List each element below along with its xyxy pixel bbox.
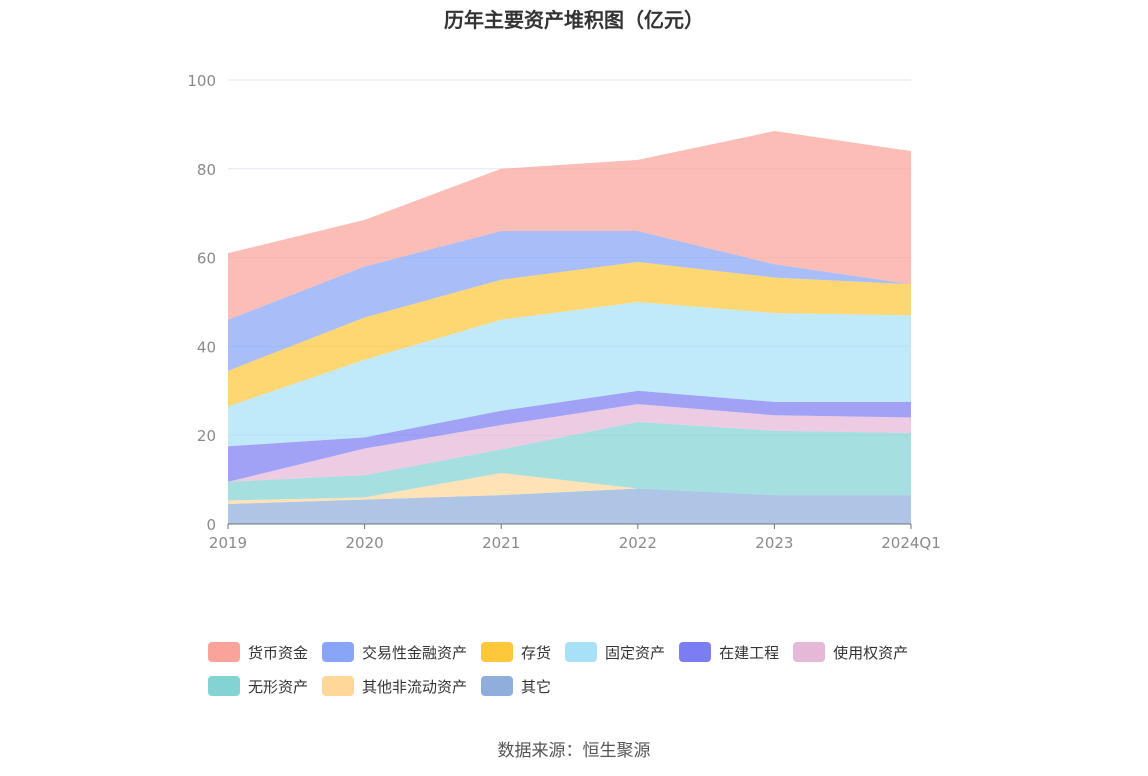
data-source-note: 数据来源：恒生聚源	[497, 741, 651, 761]
legend: 货币资金 交易性金融资产 存货 固定资产 在建工程 使用权资产无形资产 其他非流动资产 其它	[208, 640, 968, 698]
y-tick-label: 100	[187, 72, 216, 90]
stacked-area-chart: 0 20 40 60 80 100 2019 2020 2021 2022 2023 2024Q1	[187, 72, 940, 552]
axes: 0 20 40 60 80 100 2019 2020 2021 2022 2023 2024Q1	[187, 72, 940, 552]
legend-item[interactable]: 在建工程	[679, 640, 779, 664]
area-series-7	[228, 262, 911, 407]
area-series-2	[228, 472, 911, 505]
legend-swatch	[208, 642, 240, 662]
x-tick-label: 2019	[209, 534, 247, 552]
area-series-9	[228, 131, 911, 320]
legend-label: 使用权资产	[833, 643, 909, 662]
area-series-5	[228, 390, 911, 482]
y-tick-label: 60	[197, 250, 216, 268]
legend-label: 无形资产	[248, 677, 309, 696]
legend-item[interactable]: 其他非流动资产	[322, 674, 467, 698]
area-series-8	[228, 230, 911, 371]
x-tick-label: 2020	[346, 534, 384, 552]
y-tick-label: 80	[197, 161, 216, 179]
legend-swatch	[481, 676, 514, 696]
x-tick-label: 2023	[755, 534, 793, 552]
legend-item[interactable]: 使用权资产	[793, 640, 908, 664]
legend-label: 交易性金融资产	[362, 643, 468, 662]
legend-swatch	[679, 642, 712, 662]
area-series-6	[228, 302, 911, 447]
area-series-1	[228, 488, 911, 524]
legend-item[interactable]: 其它	[481, 674, 551, 698]
legend-label: 固定资产	[605, 643, 666, 662]
x-tick-label: 2024Q1	[881, 534, 941, 552]
y-tick-label: 20	[197, 427, 216, 445]
legend-swatch	[208, 676, 240, 696]
y-tick-label: 0	[206, 516, 216, 534]
legend-item[interactable]: 存货	[481, 640, 551, 664]
chart-title: 历年主要资产堆积图（亿元）	[444, 8, 704, 32]
legend-swatch	[793, 642, 826, 662]
area-series-4	[228, 404, 911, 482]
legend-swatch	[481, 642, 514, 662]
legend-label: 货币资金	[248, 643, 309, 662]
y-tick-label: 40	[197, 338, 216, 356]
legend-label: 其他非流动资产	[362, 677, 468, 696]
x-tick-label: 2021	[482, 534, 520, 552]
legend-item[interactable]: 固定资产	[565, 640, 665, 664]
area-series	[228, 131, 911, 524]
legend-swatch	[322, 642, 355, 662]
legend-item[interactable]: 交易性金融资产	[322, 640, 467, 664]
legend-swatch	[565, 642, 598, 662]
legend-item[interactable]: 货币资金	[208, 640, 308, 664]
x-tick-label: 2022	[619, 534, 657, 552]
legend-item[interactable]: 无形资产	[208, 674, 308, 698]
legend-label: 其它	[521, 677, 552, 696]
legend-label: 在建工程	[719, 643, 780, 662]
legend-label: 存货	[521, 643, 552, 662]
legend-swatch	[322, 676, 355, 696]
area-series-3	[228, 421, 911, 501]
